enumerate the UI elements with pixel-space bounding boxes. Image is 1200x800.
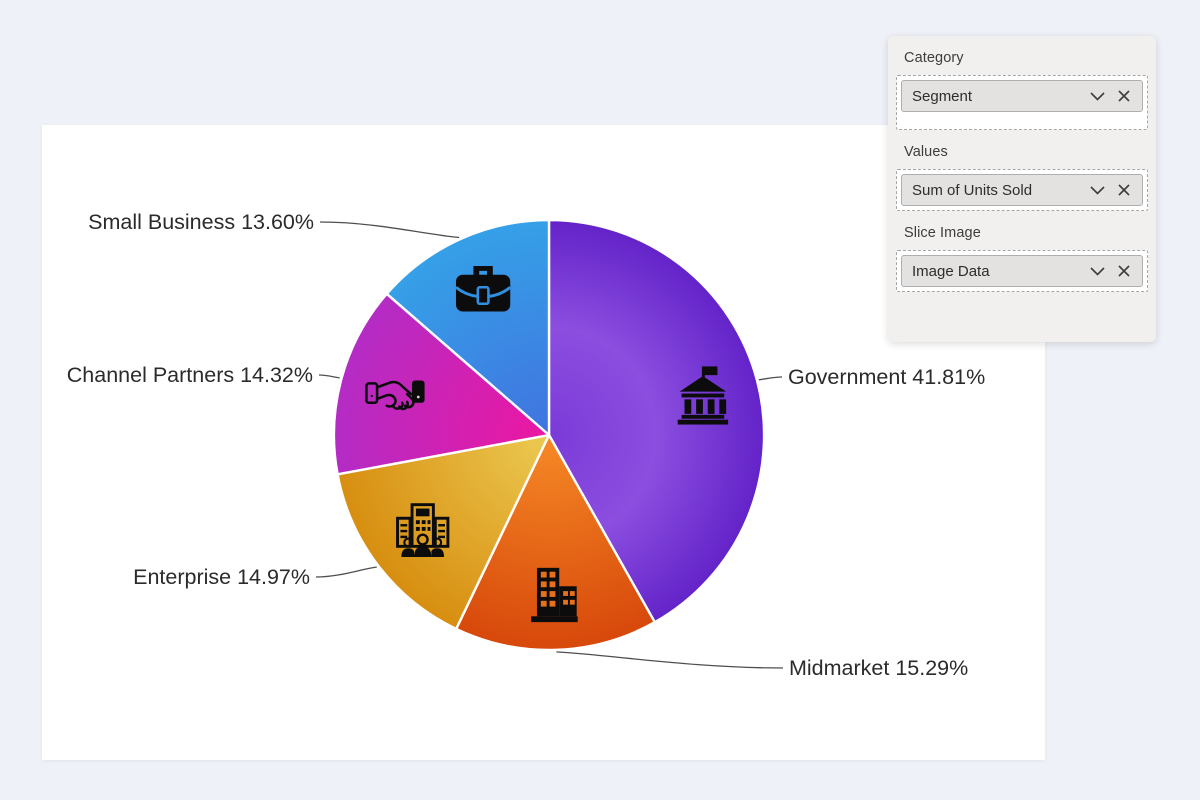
pie-label-small-business: Small Business 13.60% [88,210,314,234]
field-pill-slice-image-text: Image Data [912,262,990,280]
city-buildings-icon [531,567,578,623]
leader-line-small-business [319,221,460,239]
office-people-icon [396,503,450,558]
chevron-down-icon[interactable] [1088,87,1106,105]
field-dropzone-category[interactable]: Segment [896,75,1148,130]
field-section-category-label: Category [904,50,964,66]
field-pill-values-text: Sum of Units Sold [912,181,1033,199]
pie-chart: Government 41.81%Government 41.81%Midmar… [67,210,985,680]
field-pill-segment-text: Segment [912,87,973,105]
field-section-values-label: Values [904,144,948,160]
field-dropzone-values[interactable]: Sum of Units Sold [896,169,1148,211]
chevron-down-icon[interactable] [1088,181,1106,199]
handshake-icon [365,380,425,411]
pie-label-midmarket: Midmarket 15.29% [789,656,968,680]
leader-line-midmarket [556,651,784,669]
briefcase-icon [455,265,512,312]
leader-line-government [758,376,783,381]
field-section-slice-image-label: Slice Image [904,225,981,241]
pie-slice-small-business[interactable]: Small Business 13.60% [385,218,551,437]
field-pill-image-data[interactable]: Image Data [901,255,1143,287]
bank-icon [677,366,729,425]
field-pill-sum-of-units-sold[interactable]: Sum of Units Sold [901,174,1143,206]
remove-field-icon[interactable] [1115,262,1133,280]
field-well-panel: Category Segment Values Sum of Units Sol… [888,36,1156,342]
pie-slice-channel-partners[interactable]: Channel Partners 14.32% [332,292,551,476]
chevron-down-icon[interactable] [1088,262,1106,280]
leader-line-channel-partners [318,374,340,379]
pie-slice-government[interactable]: Government 41.81% [547,218,766,624]
pie-slice-midmarket[interactable]: Midmarket 15.29% [455,433,656,652]
remove-field-icon[interactable] [1115,181,1133,199]
leader-line-enterprise [315,566,377,578]
pie-label-government: Government 41.81% [788,365,985,389]
remove-field-icon[interactable] [1115,87,1133,105]
pie-label-channel-partners: Channel Partners 14.32% [67,363,313,387]
field-dropzone-slice-image[interactable]: Image Data [896,250,1148,292]
chart-canvas: Government 41.81%Government 41.81%Midmar… [42,125,1045,760]
pie-label-enterprise: Enterprise 14.97% [133,565,310,589]
field-pill-segment[interactable]: Segment [901,80,1143,112]
